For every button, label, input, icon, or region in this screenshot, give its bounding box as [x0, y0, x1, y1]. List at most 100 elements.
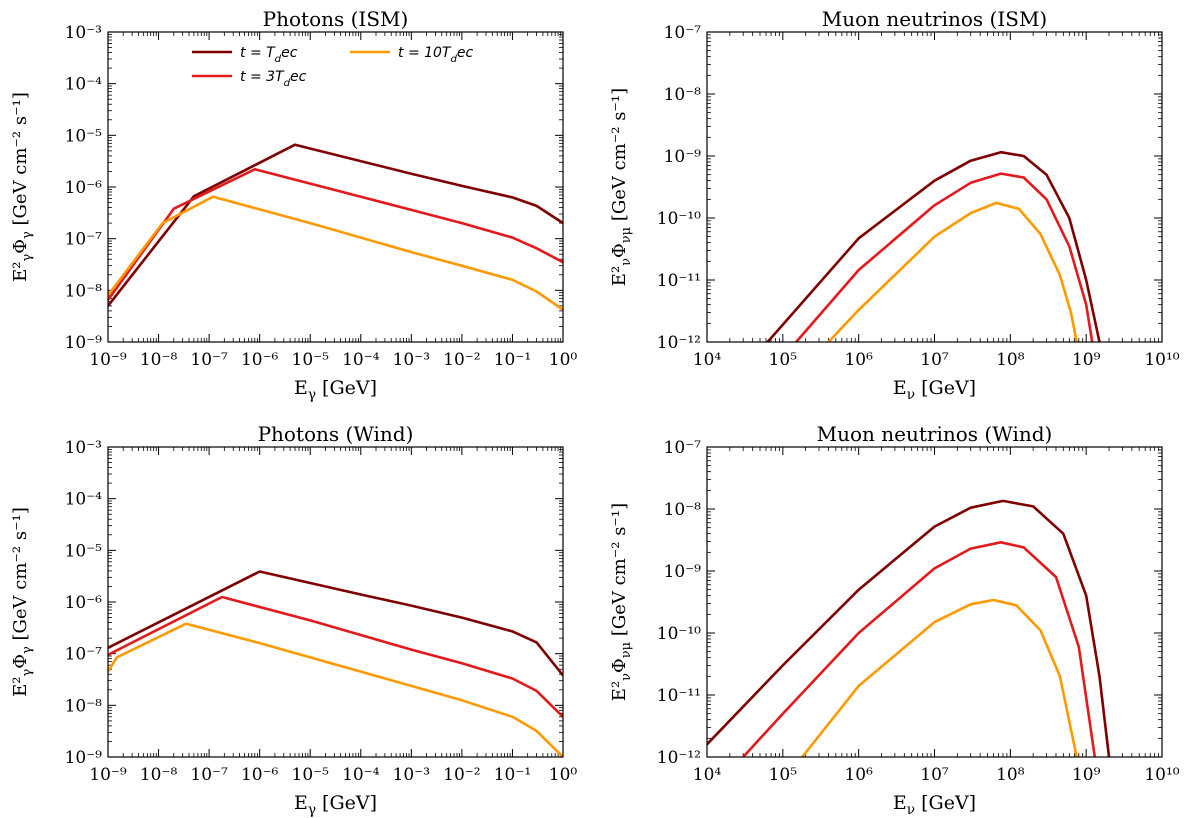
x-axis-label: Eν [GeV]: [893, 377, 976, 403]
y-tick-label: 10⁻⁹: [65, 748, 103, 768]
legend: t = Tdec t = 3Tdec t = 10Tdec: [192, 45, 474, 89]
y-tick-label: 10⁻⁶: [65, 178, 103, 198]
x-tick-label: 10⁻¹: [494, 765, 531, 785]
x-tick-label: 10⁸: [996, 765, 1025, 785]
y-axis-label: E²νΦνμ [GeV cm⁻² s⁻¹]: [609, 88, 634, 286]
x-tick-label: 10⁻⁸: [140, 350, 178, 370]
series-line-1: [766, 150, 1101, 342]
axes-frame: [107, 446, 564, 758]
y-tick-label: 10⁻⁸: [65, 696, 103, 716]
x-tick-label: 10⁰: [549, 765, 578, 785]
series-group: [108, 570, 563, 757]
x-tick-label: 10⁻⁶: [241, 765, 279, 785]
series-line-2: [108, 168, 563, 302]
y-tick-label: 10⁻⁴: [65, 490, 103, 510]
x-tick-label: 10⁴: [693, 765, 722, 785]
y-tick-label: 10⁻⁹: [664, 147, 702, 167]
x-tick-label: 10⁻⁵: [292, 765, 330, 785]
y-tick-label: 10⁻⁵: [65, 541, 103, 561]
x-axis-label: Eγ [GeV]: [294, 792, 377, 818]
y-axis-label: E²νΦνμ [GeV cm⁻² s⁻¹]: [609, 503, 634, 701]
chart-title: Muon neutrinos (Wind): [817, 422, 1053, 446]
y-tick-label: 10⁻⁸: [664, 500, 702, 520]
series-line-2: [108, 595, 563, 719]
x-tick-label: 10⁵: [769, 350, 798, 370]
chart-title: Muon neutrinos (ISM): [822, 7, 1047, 31]
chart-panel-2: 10⁴ 10⁵ 10⁶ 10⁷ 10⁸ 10⁹ 10¹⁰ 10⁻¹² 10⁻¹¹ 10⁻¹⁰ 10⁻…: [609, 7, 1180, 403]
series-line-3: [108, 622, 563, 757]
x-tick-label: 10⁻¹: [494, 350, 531, 370]
x-tick-label: 10⁻³: [393, 765, 430, 785]
x-tick-label: 10¹⁰: [1144, 350, 1179, 370]
chart-title: Photons (ISM): [263, 7, 409, 31]
axes-frame: [706, 31, 1163, 343]
minor-ticks: [108, 32, 563, 342]
x-tick-label: 10⁵: [769, 765, 798, 785]
y-tick-label: 10⁻¹⁰: [657, 209, 701, 229]
y-tick-label: 10⁻⁹: [664, 562, 702, 582]
minor-ticks: [707, 32, 1162, 342]
series-group: [766, 150, 1101, 342]
y-tick-label: 10⁻⁷: [664, 23, 702, 43]
legend-label: t = 3Tdec: [240, 69, 307, 89]
series-line-3: [827, 201, 1078, 342]
y-axis-label: E²γΦγ [GeV cm⁻² s⁻¹]: [10, 507, 35, 697]
minor-ticks: [108, 447, 563, 757]
series-line-1: [707, 499, 1111, 757]
y-tick-label: 10⁻⁷: [65, 645, 103, 665]
chart-panel-1: 10⁻⁹ 10⁻⁸ 10⁻⁷ 10⁻⁶ 10⁻⁵ 10⁻⁴ 10⁻³ 10⁻² 10⁻¹ 10⁰ 1…: [10, 7, 577, 403]
y-tick-label: 10⁻³: [65, 438, 102, 458]
y-tick-label: 10⁻³: [65, 23, 102, 43]
x-tick-label: 10⁻⁷: [190, 765, 228, 785]
x-tick-label: 10⁹: [1072, 765, 1101, 785]
chart-title: Photons (Wind): [258, 422, 414, 446]
y-tick-label: 10⁻⁷: [65, 230, 103, 250]
series-line-3: [800, 598, 1078, 757]
y-tick-label: 10⁻¹²: [657, 748, 701, 768]
series-line-2: [794, 172, 1094, 342]
minor-ticks: [707, 447, 1162, 757]
series-group: [707, 499, 1111, 757]
x-tick-label: 10⁰: [549, 350, 578, 370]
y-tick-label: 10⁻⁵: [65, 126, 103, 146]
legend-label: t = Tdec: [240, 45, 298, 65]
y-tick-label: 10⁻⁷: [664, 438, 702, 458]
series-line-2: [741, 540, 1097, 757]
x-tick-label: 10⁻²: [443, 350, 480, 370]
x-tick-label: 10⁷: [920, 765, 949, 785]
x-tick-label: 10⁻²: [443, 765, 480, 785]
y-tick-label: 10⁻⁹: [65, 333, 103, 353]
y-tick-label: 10⁻¹¹: [657, 271, 701, 291]
y-tick-label: 10⁻⁶: [65, 593, 103, 613]
x-tick-label: 10⁶: [844, 765, 873, 785]
x-tick-label: 10⁻⁴: [342, 350, 380, 370]
y-axis-label: E²γΦγ [GeV cm⁻² s⁻¹]: [10, 92, 35, 282]
x-tick-label: 10⁻⁴: [342, 765, 380, 785]
series-line-1: [108, 143, 563, 308]
x-tick-label: 10⁻⁹: [89, 350, 127, 370]
series-line-1: [108, 570, 563, 677]
x-tick-label: 10⁻⁵: [292, 350, 330, 370]
x-tick-label: 10⁴: [693, 350, 722, 370]
y-tick-label: 10⁻¹⁰: [657, 624, 701, 644]
series-group: [108, 143, 563, 312]
x-axis-label: Eγ [GeV]: [294, 377, 377, 403]
y-tick-label: 10⁻⁴: [65, 75, 103, 95]
axes-frame: [107, 31, 564, 343]
axes-frame: [706, 446, 1163, 758]
chart-panel-3: 10⁻⁹ 10⁻⁸ 10⁻⁷ 10⁻⁶ 10⁻⁵ 10⁻⁴ 10⁻³ 10⁻² 10⁻¹ 10⁰ 1…: [10, 422, 577, 818]
x-tick-label: 10⁶: [844, 350, 873, 370]
y-tick-label: 10⁻¹²: [657, 333, 701, 353]
x-tick-label: 10⁻⁸: [140, 765, 178, 785]
series-line-3: [108, 195, 563, 312]
x-axis-label: Eν [GeV]: [893, 792, 976, 818]
x-tick-label: 10⁻⁶: [241, 350, 279, 370]
x-tick-label: 10⁹: [1072, 350, 1101, 370]
legend-label: t = 10Tdec: [398, 45, 474, 65]
y-tick-label: 10⁻¹¹: [657, 686, 701, 706]
x-tick-label: 10⁸: [996, 350, 1025, 370]
x-tick-label: 10⁻⁷: [190, 350, 228, 370]
x-tick-label: 10¹⁰: [1144, 765, 1179, 785]
y-tick-label: 10⁻⁸: [65, 281, 103, 301]
